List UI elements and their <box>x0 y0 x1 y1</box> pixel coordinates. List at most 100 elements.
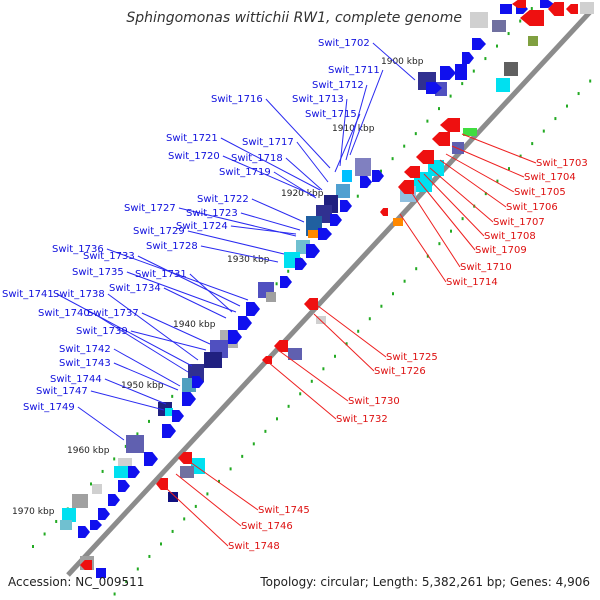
reverse-label-leader <box>461 133 537 164</box>
reverse-gene-label: Swit_1714 <box>446 277 498 288</box>
reverse-gene-label: Swit_1726 <box>374 366 426 377</box>
reverse-label-leader <box>445 153 515 193</box>
tick-mark <box>183 517 186 521</box>
reverse-label-leader <box>439 159 507 208</box>
tick-mark <box>287 269 290 273</box>
gene-labels: Swit_1702 Swit_1711 Swit_1712 Swit_1713 Swit… <box>2 38 588 552</box>
map-title: Sphingomonas wittichii RW1, complete gen… <box>126 10 462 26</box>
tick-mark <box>171 529 174 533</box>
reverse-gene-arrow <box>404 166 420 178</box>
reverse-gene-arrow <box>548 2 564 16</box>
reverse-gene-label: Swit_1745 <box>258 505 310 516</box>
reverse-gene-label: Swit_1706 <box>506 202 558 213</box>
forward-gene-arrow <box>340 200 352 212</box>
genome-backbone <box>66 10 592 577</box>
forward-label-leader <box>296 141 329 183</box>
tick-mark <box>43 532 46 536</box>
forward-label-leader <box>137 255 241 307</box>
forward-gene-arrow <box>182 392 196 406</box>
tick-mark <box>438 242 441 246</box>
tick-mark <box>507 32 510 36</box>
forward-label-leader <box>334 113 361 173</box>
tick-mark <box>90 482 92 486</box>
forward-gene-arrow <box>372 170 384 182</box>
reverse-gene-label: Swit_1709 <box>475 245 527 256</box>
tick-mark <box>356 194 359 198</box>
label-leaders <box>56 42 537 547</box>
accession-text: Accession: NC_009511 <box>8 575 144 589</box>
forward-gene-arrow <box>172 410 184 422</box>
reverse-gene-arrow <box>566 4 578 14</box>
forward-gene-arrow <box>108 494 120 506</box>
forward-gene-arrow <box>295 258 307 270</box>
forward-gene-arrow <box>318 228 332 240</box>
scale-label: 1920 kbp <box>281 189 324 199</box>
forward-gene-label: Swit_1734 <box>109 283 161 294</box>
scale-label: 1940 kbp <box>173 320 216 330</box>
forward-gene-arrow <box>440 66 456 80</box>
reverse-gene-label: Swit_1707 <box>493 217 545 228</box>
forward-gene-arrow <box>98 508 110 520</box>
tick-mark <box>496 44 498 48</box>
tick-mark <box>113 592 116 596</box>
tick-mark <box>438 107 440 111</box>
reverse-gene-label: Swit_1704 <box>524 172 576 183</box>
reverse-gene-label: Swit_1710 <box>460 262 512 273</box>
forward-gene-label: Swit_1743 <box>59 358 111 369</box>
forward-gene-arrow <box>90 520 102 530</box>
reverse-label-leader <box>451 145 525 178</box>
forward-gene-arrow <box>128 466 140 478</box>
forward-label-leader <box>163 287 227 319</box>
tick-mark <box>310 379 313 383</box>
forward-gene-arrow <box>462 52 474 64</box>
tick-mark <box>357 329 360 333</box>
tick-mark <box>113 457 116 461</box>
tick-mark <box>125 579 128 583</box>
reverse-gene-arrow <box>520 10 544 26</box>
tick-mark <box>461 82 464 86</box>
tick-mark <box>449 94 452 98</box>
forward-label-leader <box>113 362 179 391</box>
forward-gene-arrow <box>540 0 554 8</box>
tick-mark <box>171 394 174 398</box>
tick-mark <box>426 254 429 258</box>
reverse-gene-label: Swit_1703 <box>536 158 588 169</box>
forward-label-leader <box>372 42 416 81</box>
reverse-gene-arrow <box>304 298 318 310</box>
gene-feature <box>528 36 538 46</box>
forward-gene-label: Swit_1719 <box>219 167 271 178</box>
reverse-label-leader <box>409 189 461 268</box>
forward-label-leader <box>130 330 207 351</box>
tick-mark <box>403 279 406 283</box>
tick-mark <box>508 167 510 171</box>
gene-feature <box>180 466 194 478</box>
reverse-label-leader <box>317 305 387 358</box>
forward-label-leader <box>126 271 237 313</box>
reverse-gene-arrow <box>432 132 450 146</box>
tick-mark <box>322 367 325 371</box>
gene-feature <box>266 292 276 302</box>
tick-mark <box>334 354 336 358</box>
forward-gene-label: Swit_1729 <box>133 226 185 237</box>
gene-feature <box>60 520 72 530</box>
forward-gene-arrow <box>144 452 158 466</box>
forward-label-leader <box>90 390 165 411</box>
reverse-label-leader <box>175 473 242 527</box>
reverse-gene-arrow <box>440 118 460 132</box>
forward-gene-label: Swit_1721 <box>166 133 218 144</box>
backbone-layer <box>66 10 592 577</box>
forward-gene-arrow <box>472 38 486 50</box>
forward-gene-arrow <box>118 480 130 492</box>
reverse-gene-label: Swit_1705 <box>514 187 566 198</box>
tick-mark <box>414 132 417 136</box>
tick-mark <box>380 304 383 308</box>
forward-gene-arrow <box>192 376 204 388</box>
reverse-label-leader <box>267 361 337 420</box>
gene-feature <box>62 508 76 522</box>
tick-mark <box>194 504 197 508</box>
gene-features <box>60 0 594 578</box>
tick-mark <box>415 267 418 271</box>
forward-gene-label: Swit_1735 <box>72 267 124 278</box>
scale-label: 1950 kbp <box>121 381 164 391</box>
